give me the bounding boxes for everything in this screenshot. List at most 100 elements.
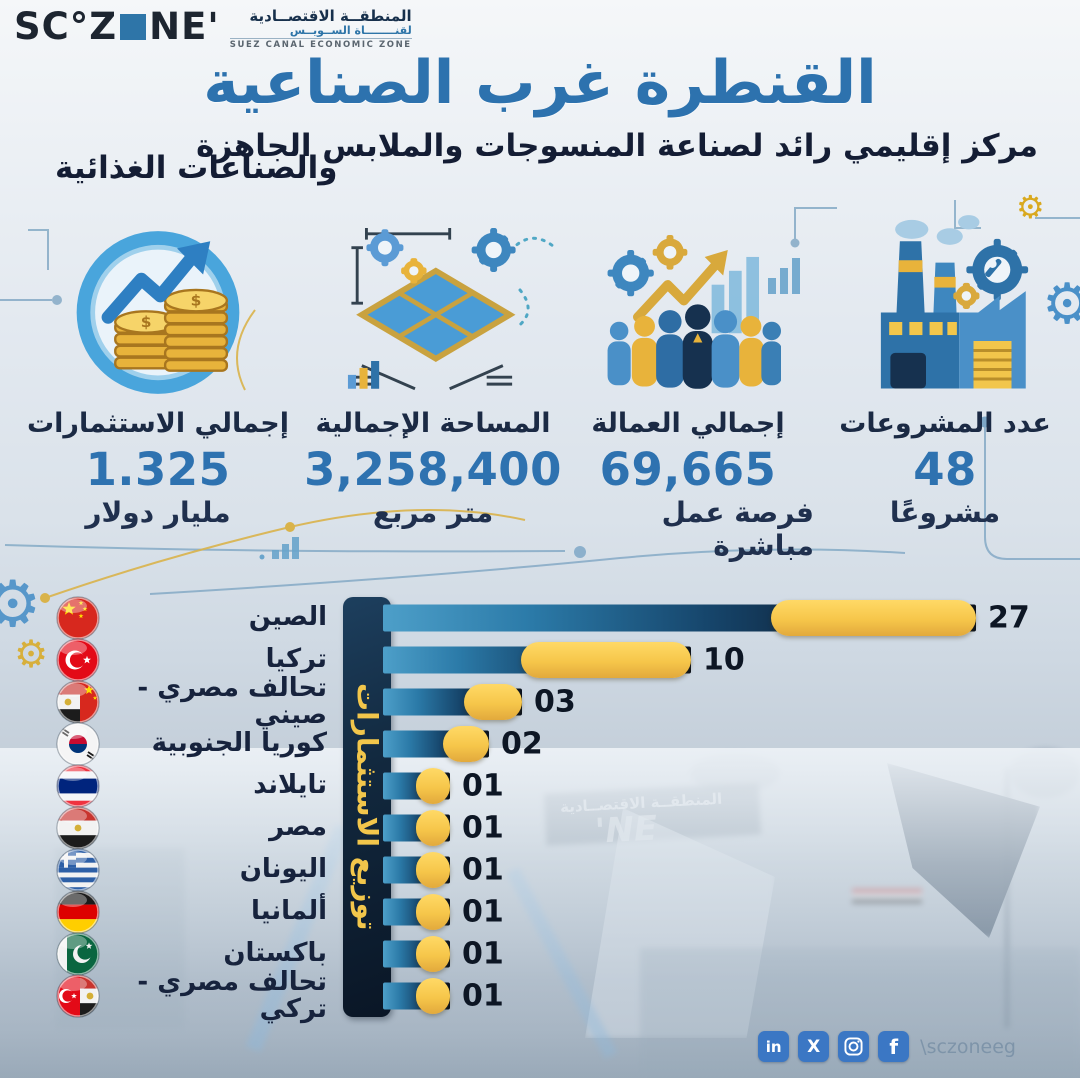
chart-row: تحالف مصري - تركي 01 xyxy=(55,968,1067,1023)
stat-label: إجمالي الاستثمارات xyxy=(27,408,289,439)
flag-germany-icon xyxy=(55,890,101,934)
chart-bar-area: 01 xyxy=(383,891,1067,933)
chart-bar-value: 01 xyxy=(462,768,504,804)
chart-bar-value: 01 xyxy=(462,978,504,1014)
chart-bar-pill xyxy=(416,894,450,930)
chart-bar-value: 03 xyxy=(534,684,576,720)
chart-row-label: اليونان xyxy=(239,854,327,885)
chart-bar-value: 27 xyxy=(988,600,1030,636)
chart-bar-area: 02 xyxy=(383,723,1067,765)
chart-row: مصر 01 xyxy=(55,806,1067,850)
chart-bar-pill xyxy=(416,810,450,846)
logo-arabic-line1: المنطقــة الاقتصــادية xyxy=(249,7,412,25)
chart-row: ألمانيا 01 xyxy=(55,890,1067,934)
chart-bar-value: 01 xyxy=(462,894,504,930)
stat-projects: عدد المشروعات 48 مشروعًا xyxy=(814,200,1076,562)
chart-bar-pill xyxy=(464,684,522,720)
chart-bar-pill xyxy=(443,726,489,762)
chart-row-label: تحالف مصري - تركي xyxy=(137,966,327,1024)
stat-label: إجمالي العمالة xyxy=(591,408,785,439)
wordmark-left: SC°Z xyxy=(14,5,118,48)
social-bar: in X f \sczoneeg xyxy=(758,1031,1016,1062)
svg-text:$: $ xyxy=(141,313,152,331)
facebook-icon[interactable]: f xyxy=(878,1031,910,1062)
stat-unit: فرصة عمل مباشرة xyxy=(661,496,814,562)
flag-turkey-icon xyxy=(55,638,101,682)
chart-bar-pill xyxy=(521,642,691,678)
chart-row: تركيا 10 xyxy=(55,638,1067,682)
chart-bar-area: 01 xyxy=(383,849,1067,891)
flag-china-icon xyxy=(55,596,101,640)
stat-value: 1.325 xyxy=(85,443,231,496)
chart-bar-pill xyxy=(416,768,450,804)
flag-egypt-icon xyxy=(55,806,101,850)
chart-bar-area: 10 xyxy=(383,639,1067,681)
chart-row-label: ألمانيا xyxy=(250,896,327,927)
chart-row: تايلاند 01 xyxy=(55,764,1067,808)
chart-bar-value: 01 xyxy=(462,810,504,846)
stat-value: 3,258,400 xyxy=(304,443,562,496)
flag-south-korea-icon xyxy=(55,722,101,766)
svg-text:$: $ xyxy=(191,291,202,309)
stat-unit: متر مربع xyxy=(372,496,494,529)
chart-rows: الصين 27 تركيا 10 تحالف مصري - صيني 03 كوريا ا… xyxy=(55,596,1067,1023)
chart-bar-pill xyxy=(416,978,450,1014)
logo-english-line: SUEZ CANAL ECONOMIC ZONE xyxy=(229,39,412,50)
chart-row: الصين 27 xyxy=(55,596,1067,640)
linkedin-icon[interactable]: in xyxy=(758,1031,790,1062)
chart-row-label: كوريا الجنوبية xyxy=(151,728,327,759)
chart-bar-area: 01 xyxy=(383,933,1067,975)
stat-investments: $ $ إجمالي الاستثمارات 1.325 مليار دولار xyxy=(12,200,304,562)
stat-unit: مشروعًا xyxy=(889,496,1001,529)
chart-row-label: تركيا xyxy=(265,644,327,675)
page-subtitle-line1: مركز إقليمي رائد لصناعة المنسوجات والملا… xyxy=(196,128,1038,164)
chart-row-label: تايلاند xyxy=(253,770,327,801)
instagram-icon[interactable] xyxy=(838,1031,870,1062)
chart-row: تحالف مصري - صيني 03 xyxy=(55,674,1067,729)
chart-bar-area: 01 xyxy=(383,975,1067,1017)
chart-bar-pill xyxy=(771,600,976,636)
stat-label: عدد المشروعات xyxy=(839,408,1051,439)
flag-pakistan-icon xyxy=(55,932,101,976)
social-handle: \sczoneeg xyxy=(920,1035,1016,1058)
chart-row-label: تحالف مصري - صيني xyxy=(137,672,327,730)
logo-square-icon xyxy=(120,13,147,40)
page-title: القنطرة غرب الصناعية xyxy=(203,48,877,118)
chart-bar-area: 03 xyxy=(383,681,1067,723)
flag-egypt-turkey-icon xyxy=(55,974,101,1018)
chart-axis-title: توزيع الاستثمارات xyxy=(350,683,384,931)
chart-bar-area: 01 xyxy=(383,807,1067,849)
flag-greece-icon xyxy=(55,848,101,892)
chart-bar-value: 01 xyxy=(462,936,504,972)
flag-egypt-china-icon xyxy=(55,680,101,724)
chart-bar-pill xyxy=(416,852,450,888)
stat-area: المساحة الإجمالية 3,258,400 متر مربع xyxy=(304,200,562,562)
workforce-icon xyxy=(596,200,781,398)
logo-arabic-line2: لقنــــــــاة الســويــس xyxy=(229,25,412,39)
stats-row: $ $ إجمالي الاستثمارات 1.325 مليار دولار xyxy=(12,200,1076,562)
sczone-logo: SC°Z NE' المنطقــة الاقتصــادية لقنـــــ… xyxy=(14,5,412,51)
factory-icon xyxy=(850,200,1040,398)
x-icon[interactable]: X xyxy=(798,1031,830,1062)
chart-bar-value: 01 xyxy=(462,852,504,888)
coins-growth-icon: $ $ xyxy=(63,200,253,398)
stat-label: المساحة الإجمالية xyxy=(315,408,551,439)
land-plot-icon xyxy=(341,200,526,398)
stat-value: 69,665 xyxy=(599,443,777,496)
chart-row-label: مصر xyxy=(269,812,327,843)
chart-bar-value: 10 xyxy=(703,642,745,678)
investment-distribution-chart: توزيع الاستثمارات الصين 27 تركيا 10 تحالف مص… xyxy=(55,596,1067,1023)
flag-thailand-icon xyxy=(55,764,101,808)
chart-bar-pill xyxy=(416,936,450,972)
chart-bar-area: 01 xyxy=(383,765,1067,807)
chart-row-label: الصين xyxy=(248,602,327,633)
page-subtitle-line2: والصناعات الغذائية xyxy=(55,150,338,186)
stat-unit: مليار دولار xyxy=(85,496,231,529)
stat-employment: إجمالي العمالة 69,665 فرصة عمل مباشرة xyxy=(562,200,814,562)
chart-bar-value: 02 xyxy=(501,726,543,762)
wordmark-right: NE' xyxy=(149,5,220,48)
chart-row: اليونان 01 xyxy=(55,848,1067,892)
chart-row: كوريا الجنوبية 02 xyxy=(55,722,1067,766)
chart-row-label: باكستان xyxy=(223,938,327,969)
